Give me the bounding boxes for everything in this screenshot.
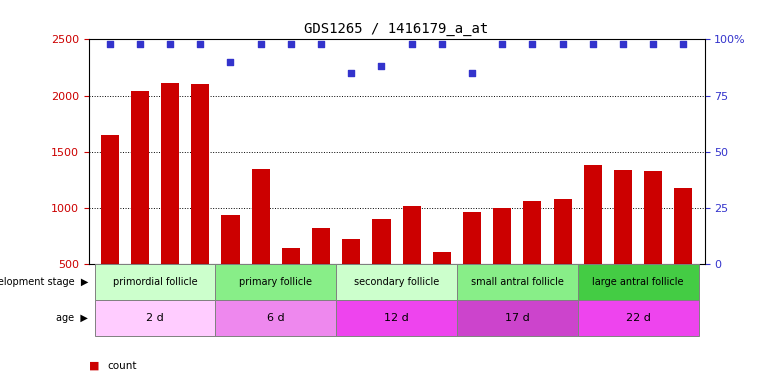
Bar bbox=[463, 211, 481, 321]
Bar bbox=[493, 208, 511, 321]
Point bbox=[466, 70, 478, 76]
Bar bbox=[216, 300, 336, 336]
Bar bbox=[644, 171, 662, 321]
Bar bbox=[433, 252, 451, 321]
Text: 6 d: 6 d bbox=[267, 313, 285, 323]
Bar bbox=[312, 228, 330, 321]
Bar bbox=[457, 300, 578, 336]
Point bbox=[557, 41, 569, 47]
Point bbox=[436, 41, 448, 47]
Title: GDS1265 / 1416179_a_at: GDS1265 / 1416179_a_at bbox=[304, 22, 489, 36]
Text: count: count bbox=[108, 361, 137, 370]
Point bbox=[164, 41, 176, 47]
Text: large antral follicle: large antral follicle bbox=[592, 277, 684, 287]
Point bbox=[678, 41, 690, 47]
Bar bbox=[403, 206, 420, 321]
Bar bbox=[252, 169, 270, 321]
Bar bbox=[131, 91, 149, 321]
Point bbox=[255, 41, 267, 47]
Point bbox=[134, 41, 146, 47]
Bar bbox=[675, 188, 692, 321]
Text: small antral follicle: small antral follicle bbox=[471, 277, 564, 287]
Bar bbox=[95, 264, 216, 300]
Bar bbox=[524, 201, 541, 321]
Bar bbox=[578, 264, 698, 300]
Bar bbox=[578, 300, 698, 336]
Text: 17 d: 17 d bbox=[505, 313, 530, 323]
Text: ■: ■ bbox=[89, 361, 99, 370]
Bar bbox=[584, 165, 602, 321]
Text: age  ▶: age ▶ bbox=[56, 313, 88, 323]
Point bbox=[375, 63, 387, 69]
Point bbox=[406, 41, 418, 47]
Bar bbox=[161, 83, 179, 321]
Point bbox=[496, 41, 508, 47]
Bar bbox=[222, 215, 239, 321]
Bar bbox=[191, 84, 209, 321]
Point bbox=[315, 41, 327, 47]
Text: 2 d: 2 d bbox=[146, 313, 164, 323]
Point bbox=[345, 70, 357, 76]
Bar bbox=[216, 264, 336, 300]
Point bbox=[587, 41, 599, 47]
Bar bbox=[336, 300, 457, 336]
Bar bbox=[554, 199, 571, 321]
Text: secondary follicle: secondary follicle bbox=[354, 277, 439, 287]
Text: 12 d: 12 d bbox=[384, 313, 409, 323]
Point bbox=[647, 41, 659, 47]
Bar bbox=[614, 170, 632, 321]
Bar bbox=[336, 264, 457, 300]
Point bbox=[224, 59, 236, 65]
Text: primary follicle: primary follicle bbox=[239, 277, 313, 287]
Bar bbox=[282, 248, 300, 321]
Point bbox=[285, 41, 297, 47]
Point bbox=[194, 41, 206, 47]
Point bbox=[526, 41, 538, 47]
Bar bbox=[457, 264, 578, 300]
Point bbox=[617, 41, 629, 47]
Text: development stage  ▶: development stage ▶ bbox=[0, 277, 88, 287]
Bar bbox=[342, 238, 360, 321]
Point bbox=[103, 41, 116, 47]
Text: primordial follicle: primordial follicle bbox=[112, 277, 197, 287]
Bar bbox=[101, 135, 119, 321]
Bar bbox=[373, 219, 390, 321]
Text: 22 d: 22 d bbox=[626, 313, 651, 323]
Bar bbox=[95, 300, 216, 336]
